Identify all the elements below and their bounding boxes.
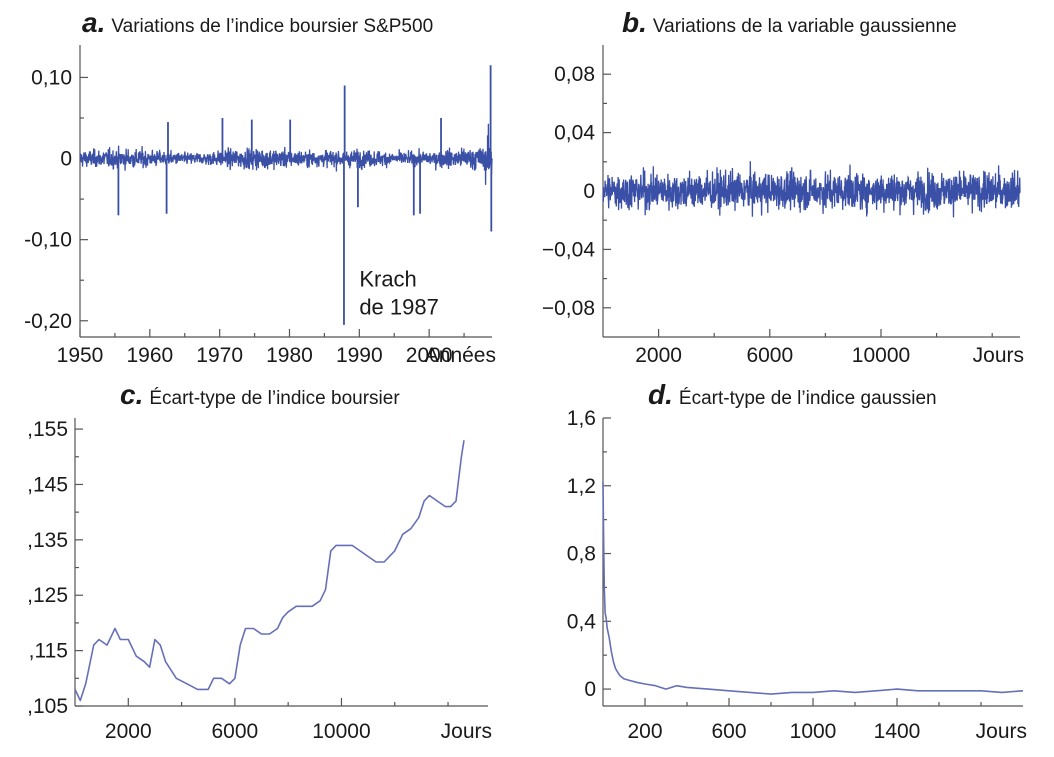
x-tick-label: 1000 xyxy=(790,720,837,743)
chart-title-b: b. Variations de la variable gaussienne xyxy=(622,7,957,38)
panel-title-text: Écart-type de l’indice gaussien xyxy=(679,388,937,409)
y-tick-label: 0,4 xyxy=(567,610,597,633)
x-tick-label: 200 xyxy=(627,720,662,743)
y-tick-label: 0 xyxy=(584,678,596,701)
y-tick-label: ,135 xyxy=(27,529,68,552)
panel-title-text: Écart-type de l’indice boursier xyxy=(149,388,400,409)
x-tick-label: 1950 xyxy=(57,344,104,367)
x-tick-label: 1970 xyxy=(196,344,243,367)
y-tick-label: -0,10 xyxy=(24,229,72,252)
series-line xyxy=(79,123,493,185)
y-tick-label: 1,6 xyxy=(567,407,596,430)
x-tick-label: 10000 xyxy=(312,720,370,743)
panel-title-text: Variations de la variable gaussienne xyxy=(653,16,957,37)
x-tick-label: 2000 xyxy=(105,720,152,743)
chart-title-a: a. Variations de l’indice boursier S&P500 xyxy=(82,7,433,38)
y-tick-label: 0,04 xyxy=(554,122,595,145)
panel-b: b. Variations de la variable gaussienne 0,… xyxy=(542,7,1024,367)
x-axis-label: Jours xyxy=(973,344,1024,367)
panel-letter: d. xyxy=(648,379,673,410)
x-axis-label: Jours xyxy=(976,720,1027,743)
chart-title-c: c. Écart-type de l’indice boursier xyxy=(120,379,400,410)
y-tick-label: -0,20 xyxy=(24,310,72,333)
x-axis-label: Jours xyxy=(441,720,492,743)
panel-d: d. Écart-type de l’indice gaussien 1,6 1,2 0… xyxy=(567,379,1027,743)
y-tick-label: ,105 xyxy=(27,695,68,718)
chart-title-d: d. Écart-type de l’indice gaussien xyxy=(648,379,937,410)
panel-title-text: Variations de l’indice boursier S&P500 xyxy=(111,16,433,37)
x-tick-label: 1400 xyxy=(874,720,921,743)
y-tick-label: 1,2 xyxy=(567,475,596,498)
x-axis-label: Années xyxy=(425,344,496,367)
panel-letter: b. xyxy=(622,7,647,38)
y-tick-label: 0 xyxy=(583,180,595,203)
y-tick-label: 0,08 xyxy=(554,63,595,86)
y-tick-label: ,125 xyxy=(27,584,68,607)
y-tick-label: −0,04 xyxy=(542,238,595,261)
panel-letter: a. xyxy=(82,7,105,38)
x-tick-label: 2000 xyxy=(635,344,682,367)
x-tick-label: 2000 xyxy=(406,344,453,367)
x-tick-label: 10000 xyxy=(852,344,910,367)
panel-letter: c. xyxy=(120,379,143,410)
series-line xyxy=(602,482,1024,695)
x-tick-label: 1980 xyxy=(266,344,313,367)
series-line xyxy=(74,440,465,702)
panel-c: c. Écart-type de l’indice boursier ,155 ,14… xyxy=(27,379,492,743)
x-tick-label: 1990 xyxy=(336,344,383,367)
x-tick-label: 1960 xyxy=(126,344,173,367)
y-tick-label: 0,10 xyxy=(31,66,72,89)
y-tick-label: 0 xyxy=(60,148,72,171)
x-tick-label: 6000 xyxy=(746,344,793,367)
y-tick-label: ,155 xyxy=(27,418,68,441)
y-tick-label: ,115 xyxy=(29,640,68,663)
x-tick-label: 600 xyxy=(711,720,746,743)
x-tick-label: 6000 xyxy=(212,720,259,743)
y-tick-label: ,145 xyxy=(27,473,68,496)
annotation-text: de 1987 xyxy=(359,295,439,320)
panel-a: a. Variations de l’indice boursier S&P500… xyxy=(24,7,496,367)
annotation-text: Krach xyxy=(359,267,416,292)
series-line xyxy=(602,161,1021,218)
y-tick-label: −0,08 xyxy=(542,297,595,320)
y-tick-label: 0,8 xyxy=(567,543,596,566)
